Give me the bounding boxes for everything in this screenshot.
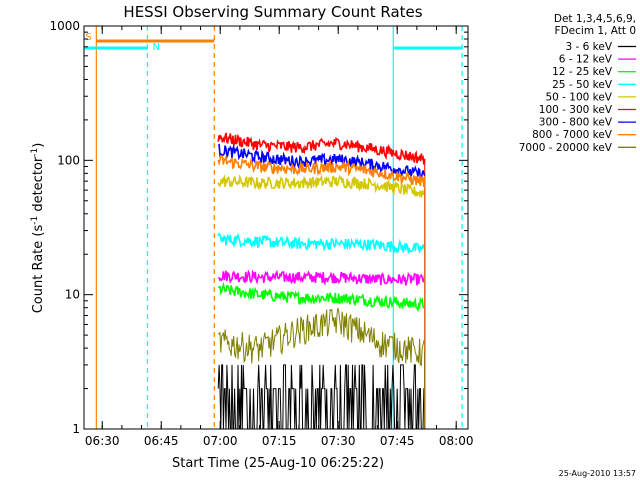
x-tick-label: 06:30 — [85, 434, 120, 448]
y-axis-title: Count Rate (s-1 detector-1) — [30, 143, 46, 314]
x-tick-label: 07:15 — [262, 434, 297, 448]
axis-ticks: 06:30 06:45 07:00 07:15 07:30 07:45 08:00 1 10 10… — [49, 19, 473, 448]
series-12-25-kev-line — [217, 281, 426, 313]
legend: Det 1,3,4,5,6,9,FDecim 1, Att 0 3 - 6 keV… — [519, 13, 636, 154]
x-tick-label: 08:00 — [439, 434, 474, 448]
x-axis-title: Start Time (25-Aug-10 06:25:22) — [172, 456, 384, 471]
y-axis-title-part: ) — [31, 143, 46, 148]
legend-entry-label: 100 - 300 keV — [539, 104, 613, 116]
x-tick-label: 07:30 — [321, 434, 356, 448]
legend-entry-label: 25 - 50 keV — [552, 79, 613, 91]
series-6-12-kev-line — [218, 269, 426, 286]
y-axis-title-part: detector — [31, 156, 46, 216]
series-50-100-kev-line — [217, 174, 426, 198]
legend-header-line: FDecim 1, Att 0 — [555, 25, 636, 37]
legend-header-line: Det 1,3,4,5,6,9, — [554, 13, 636, 25]
y-axis-title-exponent: -1 — [30, 216, 40, 225]
legend-entry-label: 3 - 6 keV — [565, 41, 612, 53]
footer-timestamp: 25-Aug-2010 13:57 — [559, 469, 636, 478]
y-tick-label: 1 — [72, 422, 80, 436]
legend-entry-label: 300 - 800 keV — [539, 117, 613, 129]
legend-entry-label: 800 - 7000 keV — [532, 129, 613, 141]
series-group — [217, 132, 426, 430]
series-7000-20000-kev-line — [217, 307, 426, 367]
y-tick-label: 10 — [65, 288, 80, 302]
plot-frame — [83, 25, 469, 430]
y-tick-label: 100 — [57, 153, 80, 167]
x-tick-label: 06:45 — [144, 434, 179, 448]
legend-entry-label: 7000 - 20000 keV — [519, 142, 613, 154]
legend-entry-label: 6 - 12 keV — [559, 54, 613, 66]
flag-markers: SN — [84, 26, 463, 429]
x-tick-label: 07:00 — [203, 434, 238, 448]
y-axis-title-exponent: -1 — [30, 148, 40, 157]
y-axis-title-part: Count Rate (s — [31, 225, 46, 314]
flag-label-n: N — [152, 42, 159, 53]
y-tick-label: 1000 — [49, 19, 80, 33]
series-800-7000-kev-line — [217, 154, 426, 187]
legend-entry-label: 50 - 100 keV — [545, 91, 612, 103]
chart-title: HESSI Observing Summary Count Rates — [123, 3, 422, 21]
series-25-50-kev-line — [217, 232, 426, 254]
series-100-300-kev-line — [217, 132, 426, 165]
legend-entry-label: 12 - 25 keV — [552, 66, 613, 78]
x-tick-label: 07:45 — [380, 434, 415, 448]
flag-label-s: S — [85, 32, 91, 43]
